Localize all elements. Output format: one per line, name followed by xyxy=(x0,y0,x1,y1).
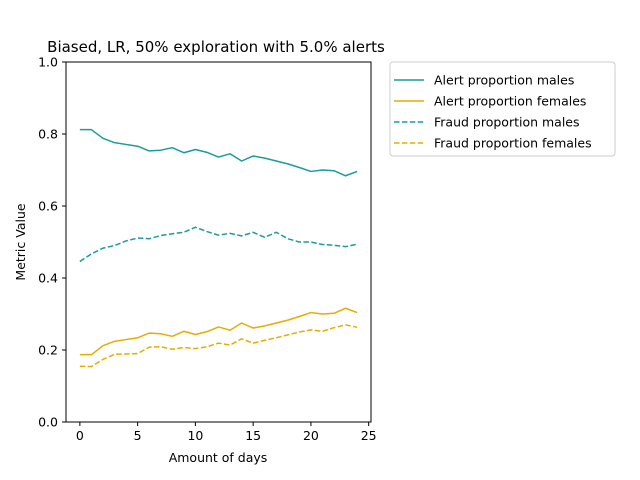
y-tick-label: 0.4 xyxy=(38,271,58,286)
legend-label-3: Fraud proportion males xyxy=(434,115,580,130)
series-line-1 xyxy=(79,128,358,177)
plot-lines xyxy=(79,128,358,368)
legend-label-2: Alert proportion females xyxy=(434,94,586,109)
series-line-3 xyxy=(79,226,358,263)
y-tick-label: 0.2 xyxy=(38,343,58,358)
x-tick-label: 25 xyxy=(361,428,377,443)
x-tick-label: 20 xyxy=(303,428,319,443)
series-line-2 xyxy=(79,307,358,356)
x-tick-label: 5 xyxy=(134,428,142,443)
x-tick-label: 15 xyxy=(245,428,261,443)
y-tick-label: 0.8 xyxy=(38,127,58,142)
x-tick-label: 0 xyxy=(76,428,84,443)
series-line-4 xyxy=(79,324,358,368)
y-axis-ticks: 0.0 0.2 0.4 0.6 0.8 1.0 xyxy=(38,55,66,430)
x-axis-ticks: 0 5 10 15 20 25 xyxy=(76,422,377,443)
x-tick-label: 10 xyxy=(187,428,203,443)
chart-title: Biased, LR, 50% exploration with 5.0% al… xyxy=(47,38,385,56)
plot-frame xyxy=(65,61,372,423)
legend-box xyxy=(389,61,616,157)
legend-label-1: Alert proportion males xyxy=(434,73,574,88)
y-tick-label: 0.6 xyxy=(38,199,58,214)
y-axis-label: Metric Value xyxy=(13,203,28,280)
legend-label-4: Fraud proportion females xyxy=(434,136,592,151)
y-tick-label: 0.0 xyxy=(38,415,58,430)
x-axis-label: Amount of days xyxy=(169,450,268,465)
legend: Alert proportion males Alert proportion f… xyxy=(389,61,616,157)
y-tick-label: 1.0 xyxy=(38,55,58,70)
